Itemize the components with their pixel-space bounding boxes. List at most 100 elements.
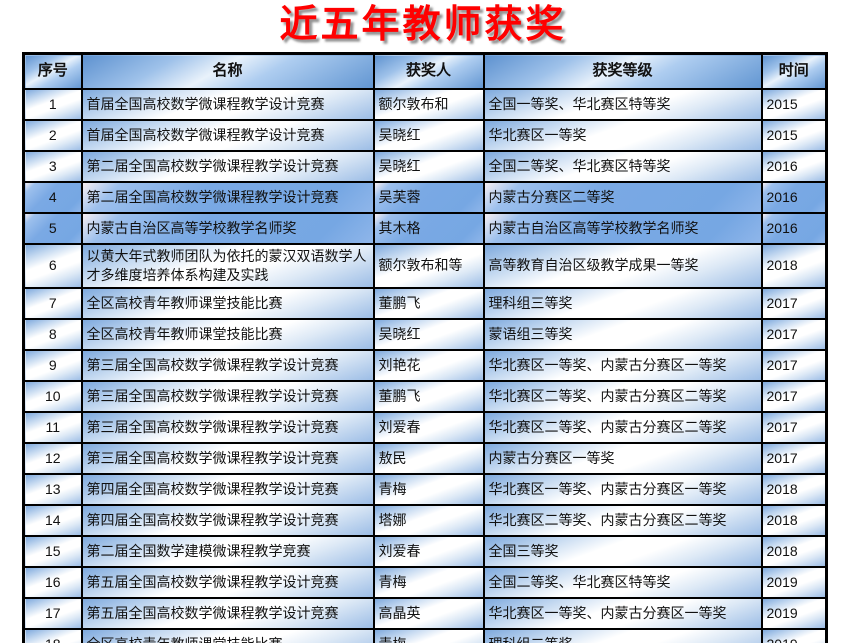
cell-name: 首届全国高校数学微课程教学设计竞赛 (80, 119, 375, 152)
cell-award: 华北赛区一等奖、内蒙古分赛区一等奖 (482, 348, 763, 382)
cell-award: 内蒙古分赛区一等奖 (482, 441, 763, 475)
cell-winner: 董鹏飞 (372, 379, 485, 413)
table-row: 17 第五届全国高校数学微课程教学设计竞赛 高晶英 华北赛区一等奖、内蒙古分赛区一等奖… (22, 596, 828, 630)
cell-no: 11 (22, 410, 83, 444)
cell-year: 2016 (760, 212, 828, 245)
cell-award: 华北赛区一等奖、内蒙古分赛区一等奖 (482, 596, 763, 630)
cell-year: 2018 (760, 472, 828, 506)
cell-name: 第四届全国高校数学微课程教学设计竞赛 (80, 472, 375, 506)
cell-year: 2018 (760, 534, 828, 568)
cell-no: 16 (22, 565, 83, 599)
cell-winner: 吴晓红 (372, 317, 485, 351)
cell-year: 2015 (760, 88, 828, 121)
column-header-no: 序号 (22, 52, 83, 90)
cell-year: 2017 (760, 441, 828, 475)
cell-no: 5 (22, 212, 83, 245)
table-row: 18全区高校青年教师课堂技能比赛青梅理科组二等奖2019 (22, 627, 828, 643)
cell-winner: 青梅 (372, 472, 485, 506)
cell-name: 全区高校青年教师课堂技能比赛 (80, 286, 375, 320)
cell-no: 10 (22, 379, 83, 413)
cell-name: 第三届全国高校数学微课程教学设计竞赛 (80, 379, 375, 413)
table-row: 14 第四届全国高校数学微课程教学设计竞赛 塔娜 华北赛区二等奖、内蒙古分赛区二等奖 2… (22, 503, 828, 537)
cell-winner: 额尔敦布和 (372, 88, 485, 121)
cell-winner: 刘爱春 (372, 534, 485, 568)
cell-year: 2017 (760, 317, 828, 351)
cell-award: 华北赛区一等奖 (482, 119, 763, 152)
cell-award: 全国三等奖 (482, 534, 763, 568)
cell-year: 2015 (760, 119, 828, 152)
table-row: 15 第二届全国数学建模微课程教学竞赛 刘爱春 全国三等奖 2018 (22, 534, 828, 568)
cell-name: 内蒙古自治区高等学校教学名师奖 (80, 212, 375, 245)
table-row: 6 以黄大年式教师团队为依托的蒙汉双语数学人才多维度培养体系构建及实践 额尔敦布和等… (22, 243, 828, 289)
cell-no: 2 (22, 119, 83, 152)
cell-winner: 高晶英 (372, 596, 485, 630)
cell-year: 2017 (760, 286, 828, 320)
cell-name: 第三届全国高校数学微课程教学设计竞赛 (80, 348, 375, 382)
cell-name: 第五届全国高校数学微课程教学设计竞赛 (80, 565, 375, 599)
cell-name: 第二届全国高校数学微课程教学设计竞赛 (80, 181, 375, 214)
table-row: 1 首届全国高校数学微课程教学设计竞赛 额尔敦布和 全国一等奖、华北赛区特等奖 2015 (22, 88, 828, 121)
awards-table: 序号 名称 获奖人 获奖等级 时间 1 首届全国高校数学微课程教学设计竞赛 额尔敦布… (22, 52, 828, 643)
table-body: 1 首届全国高校数学微课程教学设计竞赛 额尔敦布和 全国一等奖、华北赛区特等奖 2015… (22, 88, 828, 643)
table-row: 7 全区高校青年教师课堂技能比赛 董鹏飞 理科组三等奖 2017 (22, 286, 828, 320)
column-header-name: 名称 (80, 52, 375, 90)
cell-year: 2018 (760, 503, 828, 537)
cell-year: 2019 (760, 627, 828, 643)
header-row: 序号 名称 获奖人 获奖等级 时间 (22, 52, 828, 90)
cell-no: 4 (22, 181, 83, 214)
cell-no: 14 (22, 503, 83, 537)
cell-year: 2017 (760, 348, 828, 382)
cell-year: 2016 (760, 181, 828, 214)
cell-winner: 青梅 (372, 565, 485, 599)
cell-award: 内蒙古分赛区二等奖 (482, 181, 763, 214)
cell-name: 全区高校青年教师课堂技能比赛 (80, 317, 375, 351)
cell-year: 2017 (760, 379, 828, 413)
cell-no: 17 (22, 596, 83, 630)
table-row: 10 第三届全国高校数学微课程教学设计竞赛 董鹏飞 华北赛区二等奖、内蒙古分赛区二等奖… (22, 379, 828, 413)
cell-award: 内蒙古自治区高等学校教学名师奖 (482, 212, 763, 245)
column-header-year: 时间 (760, 52, 828, 90)
cell-winner: 塔娜 (372, 503, 485, 537)
cell-winner: 其木格 (372, 212, 485, 245)
cell-year: 2017 (760, 410, 828, 444)
cell-winner: 额尔敦布和等 (372, 243, 485, 289)
cell-no: 8 (22, 317, 83, 351)
cell-winner: 刘艳花 (372, 348, 485, 382)
cell-no: 3 (22, 150, 83, 183)
cell-award: 华北赛区二等奖、内蒙古分赛区二等奖 (482, 379, 763, 413)
cell-winner: 吴芙蓉 (372, 181, 485, 214)
cell-no: 12 (22, 441, 83, 475)
cell-no: 7 (22, 286, 83, 320)
table-row: 4 第二届全国高校数学微课程教学设计竞赛 吴芙蓉 内蒙古分赛区二等奖 2016 (22, 181, 828, 214)
cell-award: 全国二等奖、华北赛区特等奖 (482, 150, 763, 183)
cell-no: 9 (22, 348, 83, 382)
cell-year: 2018 (760, 243, 828, 289)
cell-name: 第二届全国高校数学微课程教学设计竞赛 (80, 150, 375, 183)
cell-year: 2016 (760, 150, 828, 183)
cell-award: 蒙语组三等奖 (482, 317, 763, 351)
cell-name: 第三届全国高校数学微课程教学设计竞赛 (80, 441, 375, 475)
table-row: 13 第四届全国高校数学微课程教学设计竞赛 青梅 华北赛区一等奖、内蒙古分赛区一等奖 2… (22, 472, 828, 506)
cell-winner: 刘爱春 (372, 410, 485, 444)
column-header-award: 获奖等级 (482, 52, 763, 90)
table-row: 11 第三届全国高校数学微课程教学设计竞赛 刘爱春 华北赛区二等奖、内蒙古分赛区二等奖… (22, 410, 828, 444)
cell-award: 高等教育自治区级教学成果一等奖 (482, 243, 763, 289)
cell-award: 全国一等奖、华北赛区特等奖 (482, 88, 763, 121)
cell-no: 1 (22, 88, 83, 121)
cell-no: 15 (22, 534, 83, 568)
cell-winner: 董鹏飞 (372, 286, 485, 320)
table-row: 12 第三届全国高校数学微课程教学设计竞赛 敖民 内蒙古分赛区一等奖 2017 (22, 441, 828, 475)
table-header: 序号 名称 获奖人 获奖等级 时间 (22, 52, 828, 90)
cell-award: 华北赛区一等奖、内蒙古分赛区一等奖 (482, 472, 763, 506)
cell-award: 全国二等奖、华北赛区特等奖 (482, 565, 763, 599)
cell-name: 第五届全国高校数学微课程教学设计竞赛 (80, 596, 375, 630)
cell-name: 以黄大年式教师团队为依托的蒙汉双语数学人才多维度培养体系构建及实践 (80, 243, 375, 289)
cell-year: 2019 (760, 565, 828, 599)
cell-winner: 敖民 (372, 441, 485, 475)
cell-winner: 青梅 (372, 627, 485, 643)
page-title: 近五年教师获奖 (279, 4, 567, 46)
cell-name: 第四届全国高校数学微课程教学设计竞赛 (80, 503, 375, 537)
cell-award: 理科组三等奖 (482, 286, 763, 320)
cell-no: 6 (22, 243, 83, 289)
table-row: 16 第五届全国高校数学微课程教学设计竞赛 青梅 全国二等奖、华北赛区特等奖 2019 (22, 565, 828, 599)
